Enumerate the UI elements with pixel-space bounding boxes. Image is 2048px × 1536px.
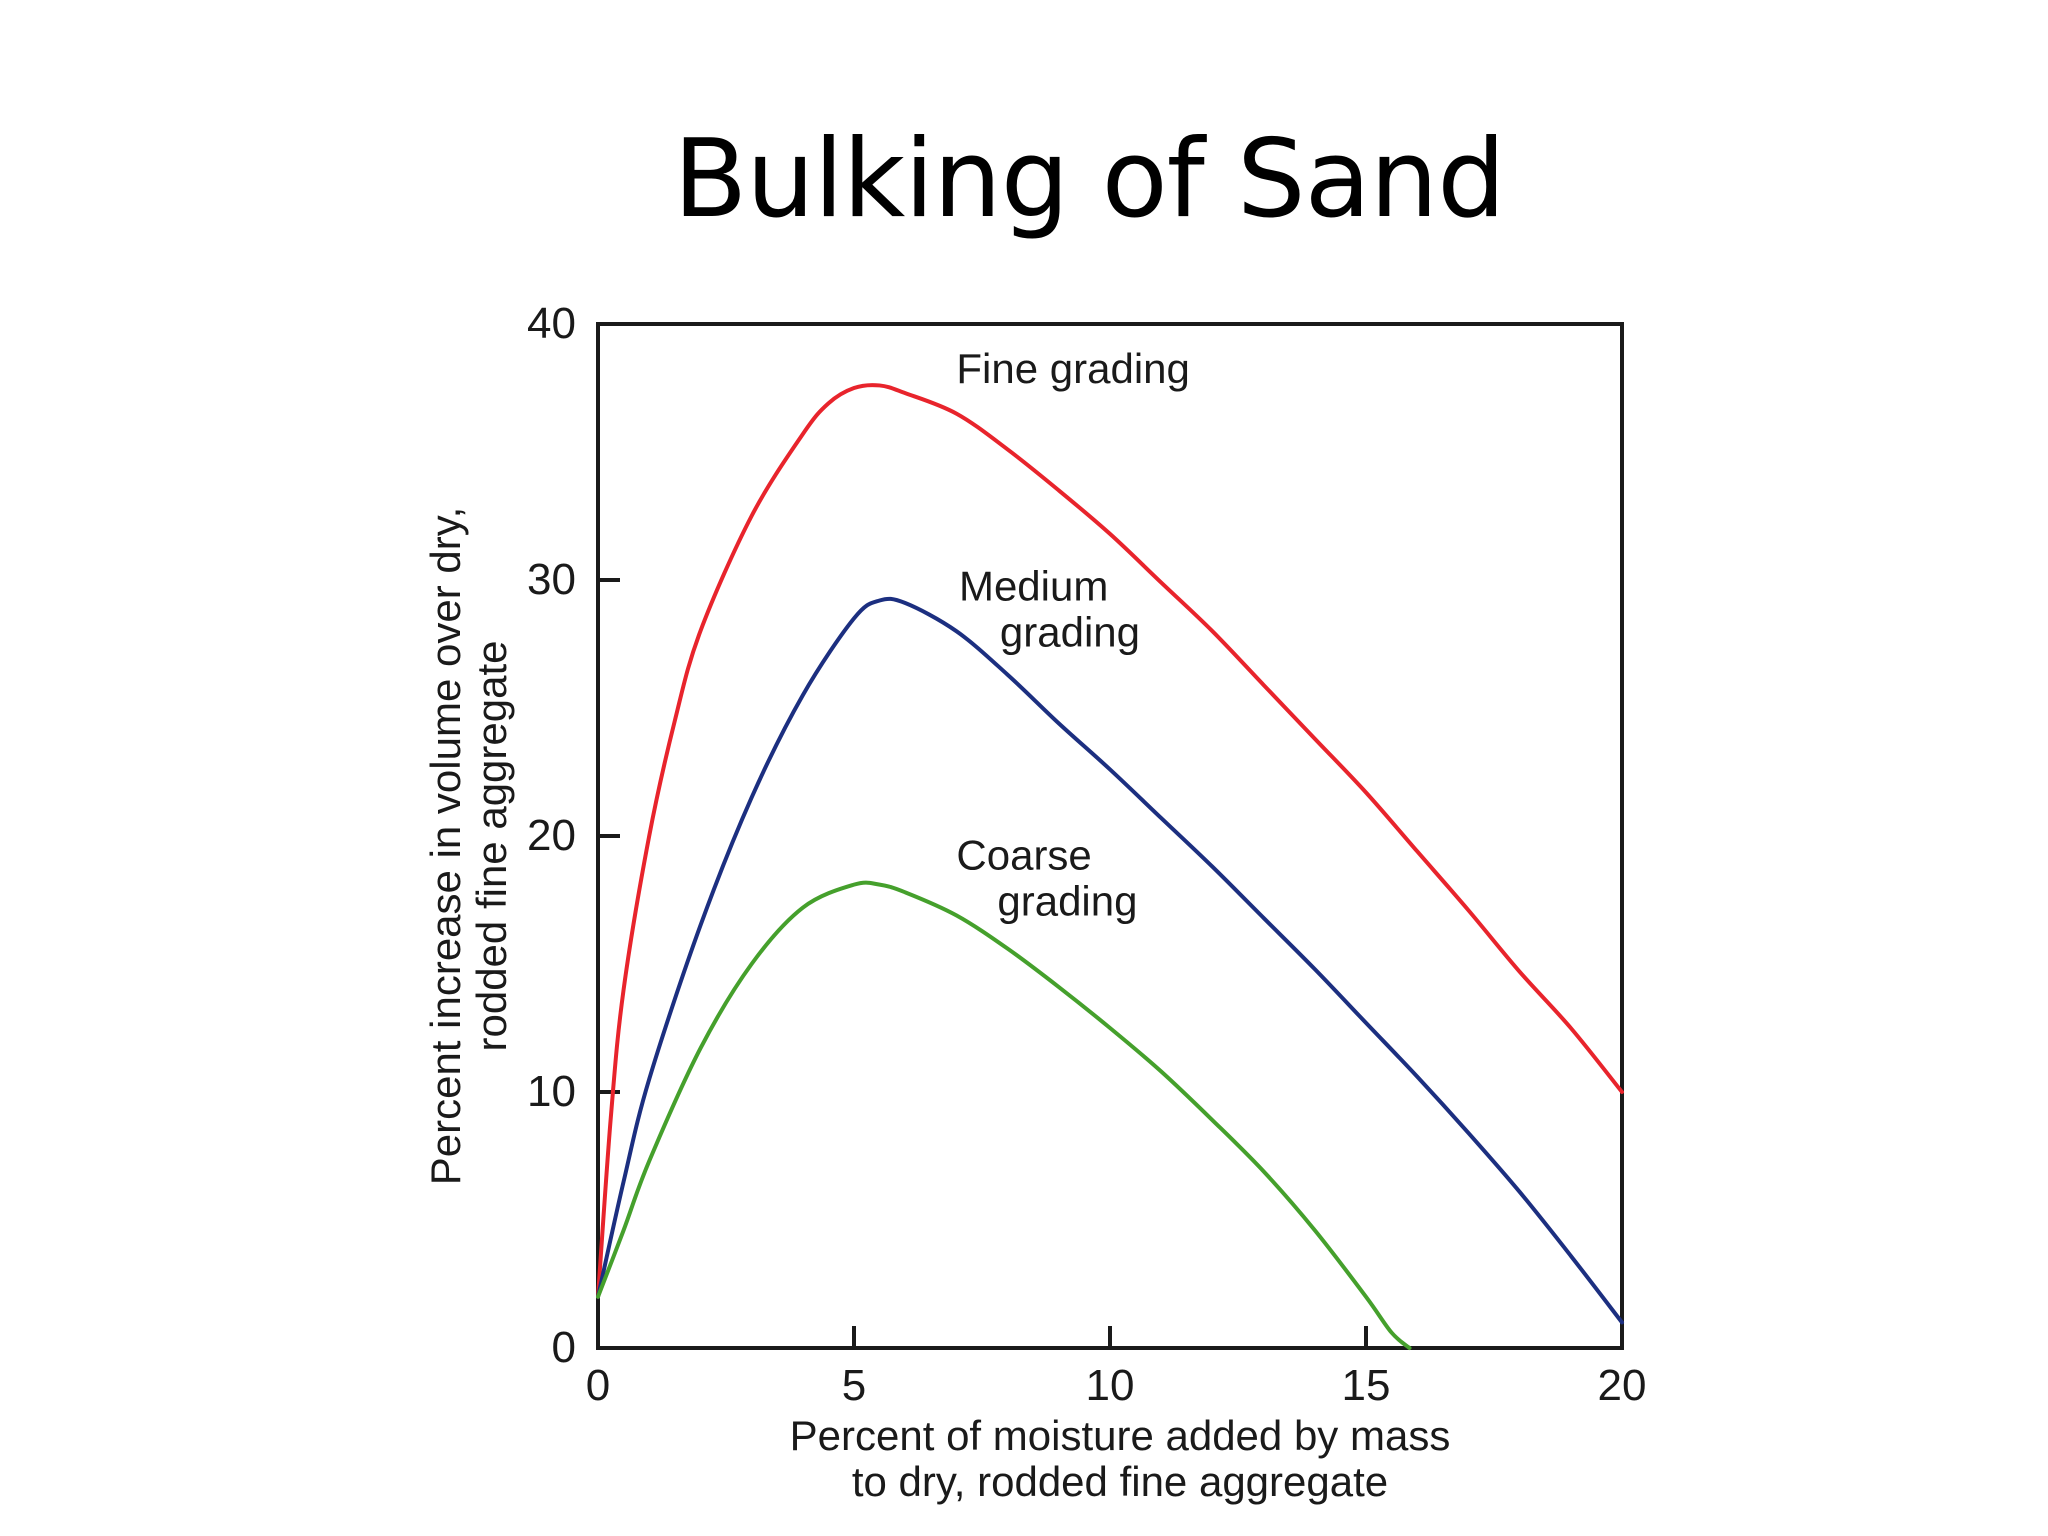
x-axis-title: to dry, rodded fine aggregate bbox=[852, 1458, 1388, 1505]
y-tick-label: 20 bbox=[527, 811, 576, 860]
coarse-grading-label: Coarse bbox=[956, 831, 1091, 878]
fine-grading-label: Fine grading bbox=[956, 345, 1189, 392]
coarse-grading-label: grading bbox=[997, 877, 1137, 924]
y-tick-label: 40 bbox=[527, 299, 576, 348]
x-tick-label: 20 bbox=[1598, 1361, 1647, 1410]
medium-grading-line bbox=[596, 596, 1624, 1325]
plot-frame bbox=[596, 322, 1624, 1350]
x-tick-label: 0 bbox=[586, 1361, 610, 1410]
y-tick-label: 0 bbox=[552, 1323, 576, 1372]
fine-grading-line bbox=[596, 383, 1624, 1299]
medium-grading-label: Medium bbox=[959, 562, 1108, 609]
y-tick-label: 30 bbox=[527, 555, 576, 604]
slide-title: Bulking of Sand bbox=[673, 117, 1506, 242]
x-tick-label: 10 bbox=[1086, 1361, 1135, 1410]
y-tick-label: 10 bbox=[527, 1067, 576, 1116]
y-axis-title: Percent increase in volume over dry, bbox=[422, 507, 469, 1186]
coarse-grading-line bbox=[596, 880, 1412, 1350]
x-tick-label: 5 bbox=[842, 1361, 866, 1410]
x-axis-title: Percent of moisture added by mass bbox=[790, 1412, 1451, 1459]
x-tick-label: 15 bbox=[1342, 1361, 1391, 1410]
medium-grading-label: grading bbox=[1000, 608, 1140, 655]
y-axis-title: rodded fine aggregate bbox=[468, 641, 515, 1052]
